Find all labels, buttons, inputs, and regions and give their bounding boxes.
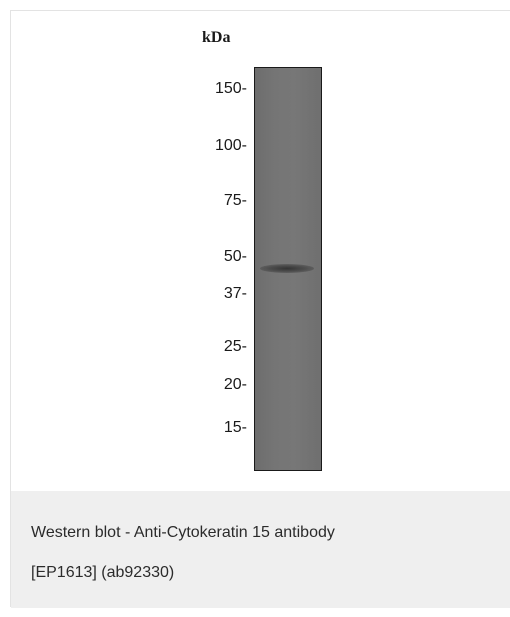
marker-20: 20-	[223, 376, 247, 393]
blot-lane	[254, 67, 322, 471]
caption-line-1: Western blot - Anti-Cytokeratin 15 antib…	[31, 524, 335, 541]
image-card: kDa 150- 100- 75- 50- 37- 25- 20- 15- We…	[10, 10, 510, 608]
marker-15: 15-	[223, 419, 247, 436]
marker-50: 50-	[223, 248, 247, 265]
figure-caption: Western blot - Anti-Cytokeratin 15 antib…	[11, 491, 510, 608]
marker-75: 75-	[223, 192, 247, 209]
marker-25: 25-	[223, 338, 247, 355]
western-blot-figure[interactable]: kDa 150- 100- 75- 50- 37- 25- 20- 15-	[11, 11, 510, 491]
marker-37: 37-	[223, 285, 247, 302]
marker-100: 100-	[214, 137, 247, 154]
unit-label-kda: kDa	[202, 29, 231, 46]
protein-band	[260, 264, 314, 273]
marker-150: 150-	[214, 80, 247, 97]
caption-line-2: [EP1613] (ab92330)	[31, 564, 175, 581]
